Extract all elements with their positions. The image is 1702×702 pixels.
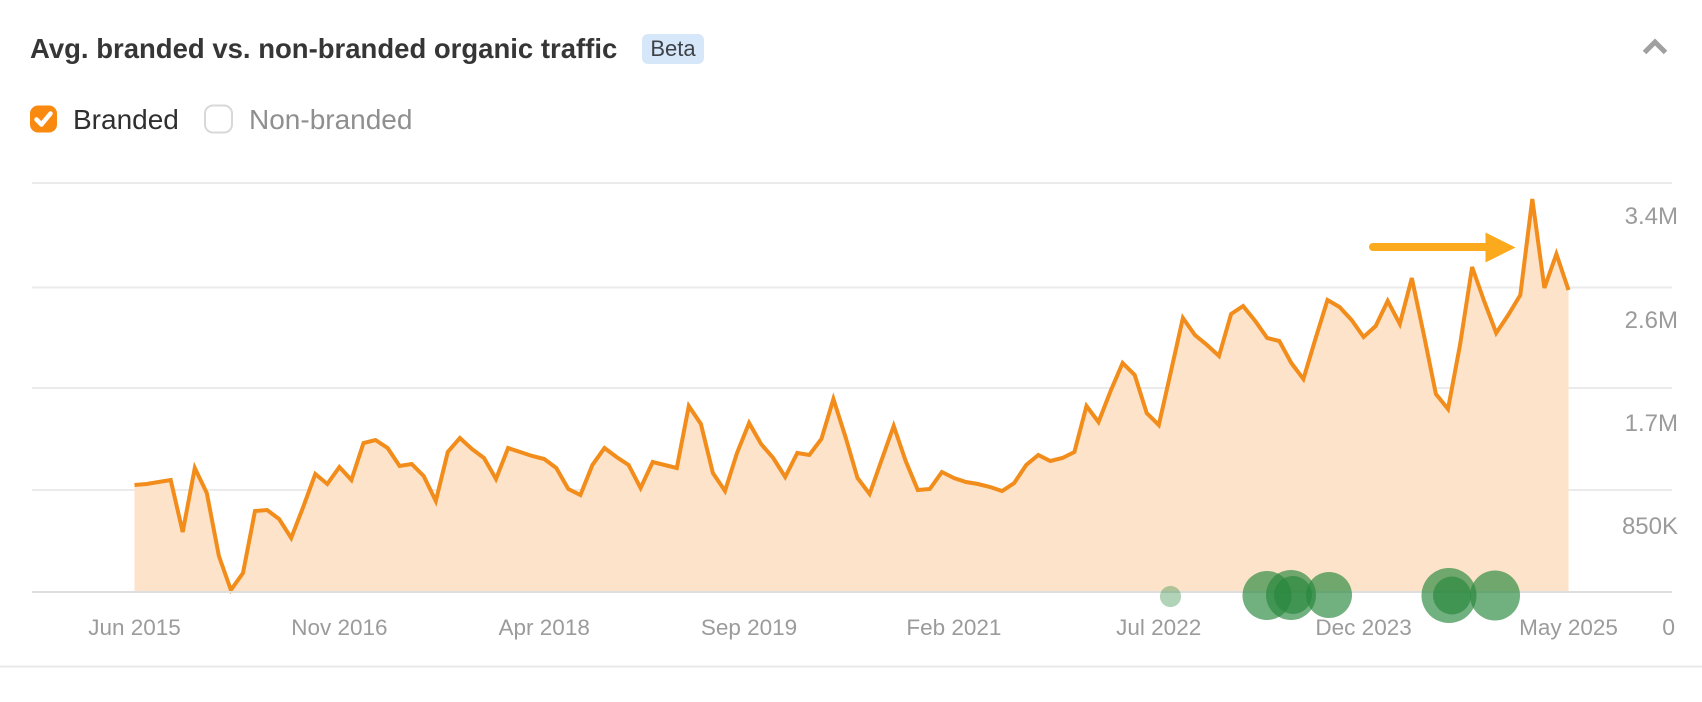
svg-text:Feb 2021: Feb 2021 [906, 615, 1001, 640]
svg-text:Avg. branded vs. non-branded o: Avg. branded vs. non-branded organic tra… [30, 33, 617, 64]
svg-text:850K: 850K [1622, 513, 1678, 540]
svg-text:Beta: Beta [650, 36, 696, 61]
svg-text:Non-branded: Non-branded [249, 104, 412, 135]
svg-text:3.4M: 3.4M [1625, 203, 1678, 230]
svg-text:1.7M: 1.7M [1625, 410, 1678, 437]
svg-text:Jun 2015: Jun 2015 [88, 615, 181, 640]
svg-text:Sep 2019: Sep 2019 [701, 615, 797, 640]
svg-text:Apr 2018: Apr 2018 [499, 615, 590, 640]
svg-text:Jul 2022: Jul 2022 [1116, 615, 1201, 640]
svg-text:May 2025: May 2025 [1519, 615, 1618, 640]
svg-text:Branded: Branded [73, 104, 179, 135]
svg-text:Dec 2023: Dec 2023 [1315, 615, 1411, 640]
svg-text:Nov 2016: Nov 2016 [291, 615, 387, 640]
svg-text:2.6M: 2.6M [1625, 307, 1678, 334]
svg-text:0: 0 [1662, 614, 1675, 640]
